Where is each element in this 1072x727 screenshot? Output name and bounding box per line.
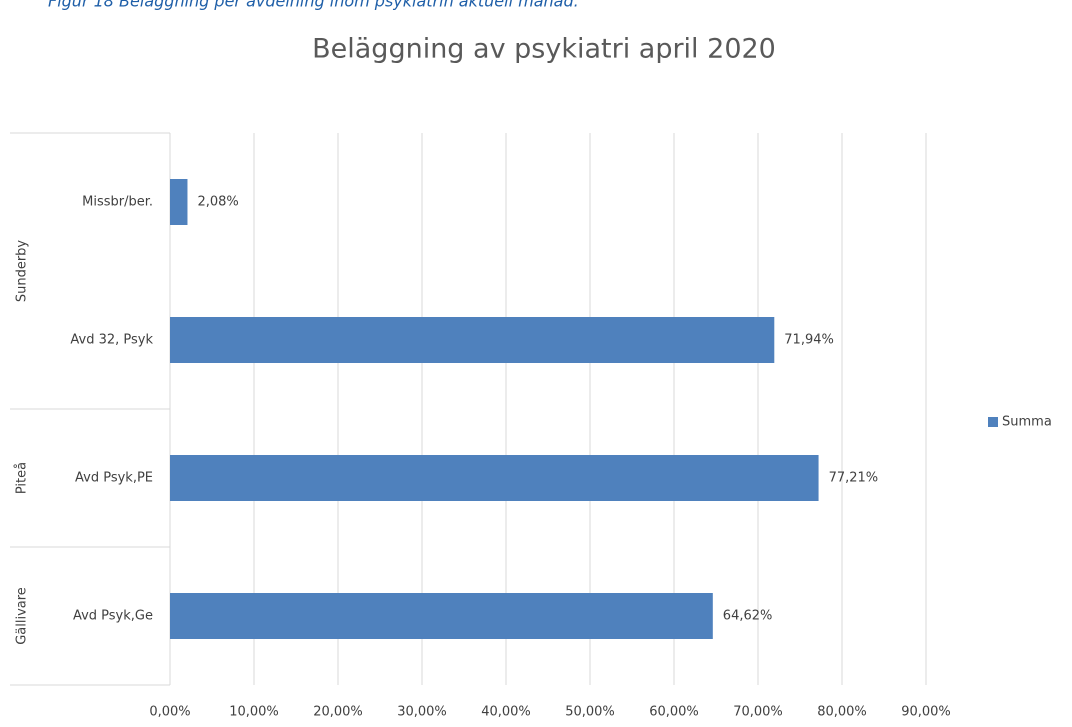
bar	[170, 317, 775, 363]
x-tick-label: 30,00%	[397, 705, 447, 720]
data-label: 64,62%	[723, 609, 773, 624]
x-tick-label: 10,00%	[229, 705, 279, 720]
x-tick-label: 60,00%	[649, 705, 699, 720]
data-label: 77,21%	[829, 471, 879, 486]
group-label: Sunderby	[15, 240, 30, 303]
bar	[170, 593, 713, 639]
x-tick-label: 40,00%	[481, 705, 531, 720]
caption: Figur 18 Beläggning per avdelning inom p…	[48, 0, 579, 11]
legend-swatch	[988, 417, 998, 427]
x-tick-label: 20,00%	[313, 705, 363, 720]
chart-title: Beläggning av psykiatri april 2020	[312, 34, 776, 65]
legend-label: Summa	[1002, 415, 1052, 430]
x-tick-label: 80,00%	[817, 705, 867, 720]
x-tick-label: 90,00%	[901, 705, 951, 720]
x-tick-label: 0,00%	[149, 705, 190, 720]
y-tick-label: Missbr/ber.	[82, 195, 153, 210]
group-label: Gällivare	[15, 587, 30, 645]
data-label: 71,94%	[784, 333, 834, 348]
bar	[170, 179, 188, 225]
x-tick-label: 70,00%	[733, 705, 783, 720]
y-tick-label: Avd Psyk,Ge	[73, 609, 153, 624]
x-tick-label: 50,00%	[565, 705, 615, 720]
group-label: Piteå	[15, 462, 30, 494]
y-tick-label: Avd Psyk,PE	[75, 471, 153, 486]
y-tick-label: Avd 32, Psyk	[70, 333, 153, 348]
data-label: 2,08%	[197, 195, 238, 210]
bar	[170, 455, 819, 501]
